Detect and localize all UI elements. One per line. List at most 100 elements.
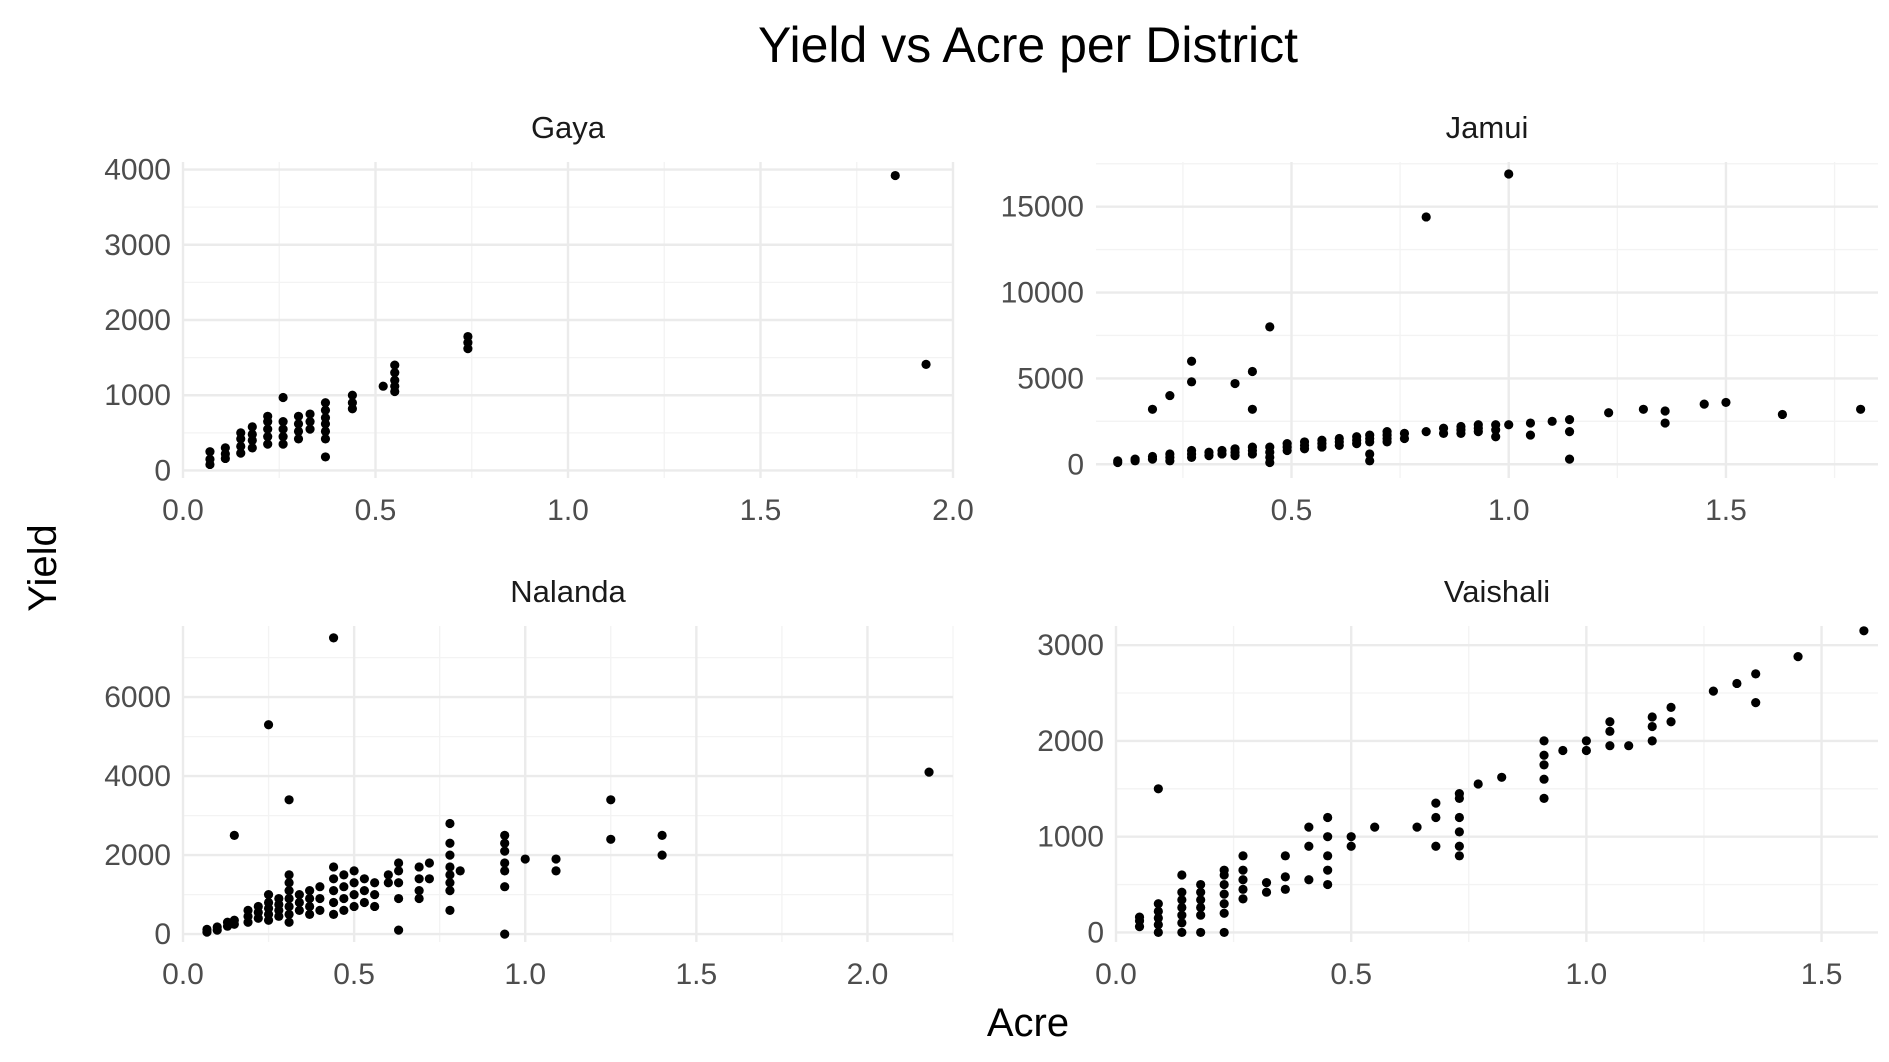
data-point (1438, 423, 1449, 433)
data-point (347, 398, 357, 408)
data-point (1647, 721, 1657, 732)
data-point (328, 886, 339, 896)
x-tick-label: 1.0 (1566, 958, 1608, 991)
data-point (320, 413, 331, 423)
data-point (1564, 454, 1575, 464)
x-tick-label: 1.5 (1801, 958, 1843, 991)
data-point (1777, 409, 1788, 420)
data-point (1153, 920, 1163, 930)
data-point (551, 854, 561, 864)
y-tick-label: 1000 (1037, 821, 1104, 854)
panel-nalanda: Nalanda 0.0 0.5 1.0 1.5 2.0 0 2000 4000 6000 (104, 574, 954, 991)
data-point (305, 424, 315, 434)
data-point (1666, 702, 1676, 712)
data-point (1304, 822, 1314, 832)
data-point (445, 878, 455, 888)
data-point (424, 858, 434, 868)
data-point (212, 922, 222, 932)
data-point (220, 443, 230, 453)
data-point (278, 432, 288, 442)
data-point (236, 441, 246, 451)
data-point (1473, 420, 1483, 430)
data-point (1153, 784, 1163, 794)
data-point (370, 878, 380, 888)
data-point (520, 854, 530, 864)
data-point (263, 439, 273, 449)
data-point (284, 870, 294, 880)
data-point (284, 893, 294, 904)
data-point (229, 915, 239, 925)
y-tick-label: 2000 (104, 839, 171, 872)
data-point (424, 874, 434, 884)
data-point (1280, 884, 1290, 894)
y-tick-label: 1000 (104, 379, 171, 412)
data-point (284, 886, 294, 896)
data-point (320, 398, 331, 408)
data-point (278, 416, 288, 427)
data-point (1454, 851, 1464, 861)
data-point (1454, 827, 1464, 837)
data-point (320, 426, 331, 436)
panel-vaishali: Vaishali 0.0 0.5 1.0 1.5 0 1000 2000 3000 (1037, 574, 1878, 991)
data-point (284, 901, 294, 912)
data-point (1859, 626, 1869, 636)
data-point (305, 901, 315, 912)
data-point (1196, 887, 1206, 897)
data-point (1165, 390, 1175, 401)
data-point (1196, 910, 1206, 920)
data-point (1751, 698, 1761, 708)
data-point (315, 882, 325, 892)
data-point (284, 917, 294, 927)
data-point (1454, 812, 1464, 823)
x-tick-label: 1.5 (740, 494, 782, 527)
x-tick-label: 0.5 (1330, 958, 1372, 991)
data-point (1539, 750, 1549, 760)
x-tick-label: 1.5 (1705, 494, 1747, 527)
data-point (1304, 875, 1314, 885)
x-tick-label: 0.5 (355, 494, 397, 527)
data-point (278, 439, 288, 449)
y-tick-label: 0 (1067, 448, 1084, 481)
data-point (294, 890, 304, 900)
data-point (263, 890, 274, 900)
data-point (205, 454, 215, 464)
data-point (1177, 927, 1187, 938)
data-point (1280, 872, 1290, 882)
data-point (284, 909, 294, 919)
data-point (305, 909, 315, 919)
data-point (1323, 812, 1333, 823)
data-point (1282, 439, 1292, 449)
x-axis-label: Acre (987, 1001, 1069, 1045)
data-point (1581, 745, 1591, 756)
data-point (1547, 416, 1557, 426)
data-point (293, 434, 304, 444)
data-point (1365, 449, 1375, 459)
data-point (305, 893, 315, 904)
data-point (1454, 841, 1464, 851)
data-point (1230, 378, 1240, 389)
data-point (1265, 442, 1275, 452)
y-tick-label: 10000 (1001, 277, 1084, 310)
y-tick-label: 5000 (1017, 362, 1084, 395)
data-point (1558, 745, 1568, 756)
data-point (1421, 427, 1431, 437)
data-point (657, 830, 667, 840)
data-point (500, 882, 510, 892)
panel-title-jamui: Jamui (1446, 110, 1529, 145)
data-point (263, 411, 273, 421)
panel-title-vaishali: Vaishali (1444, 574, 1550, 609)
data-point (445, 818, 455, 829)
y-tick-label: 4000 (104, 760, 171, 793)
data-point (1219, 879, 1229, 890)
x-tick-label: 1.0 (547, 494, 589, 527)
y-tick-label: 6000 (104, 681, 171, 714)
data-point (1525, 418, 1536, 428)
data-point (414, 874, 424, 884)
data-point (293, 426, 304, 436)
data-point (1431, 841, 1441, 851)
data-point (359, 886, 369, 896)
data-point (500, 838, 510, 848)
data-point (1230, 444, 1240, 454)
data-point (1605, 717, 1615, 727)
